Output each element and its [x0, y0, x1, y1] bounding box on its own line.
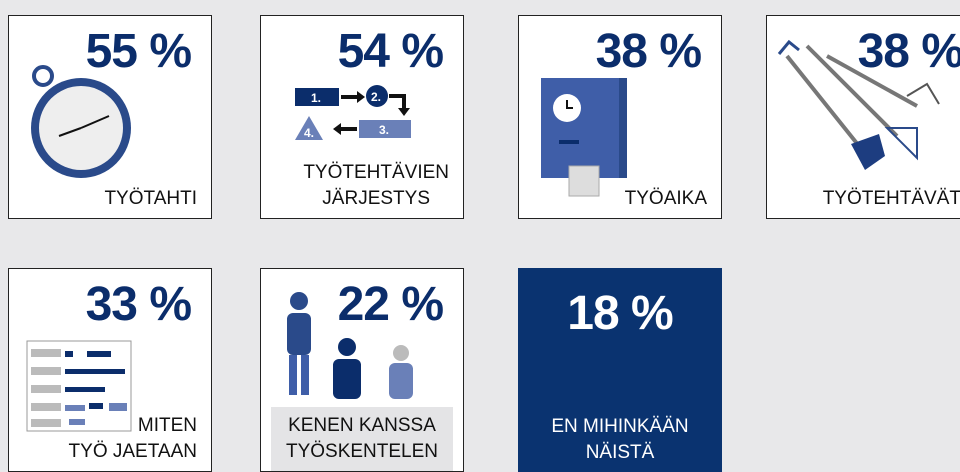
label-line: MITEN: [69, 413, 197, 439]
label-line: NÄISTÄ: [518, 440, 722, 466]
page: 55 % TYÖTAHTI 1. 2. 3. 4. 54 % TYÖTEHTÄV…: [0, 0, 960, 471]
label: TYÖTEHTÄVÄT: [823, 186, 960, 212]
tile: 38 % TYÖTEHTÄVÄT: [766, 15, 960, 219]
percent: 38 %: [858, 24, 960, 79]
percent: 33 %: [86, 277, 191, 332]
step-label: 2.: [371, 90, 381, 104]
label-line: TYÖTEHTÄVIEN: [303, 160, 449, 186]
label: TYÖTAHTI: [104, 186, 197, 212]
percent: 54 %: [338, 24, 443, 79]
label-line: TYÖSKENTELEN: [261, 439, 463, 465]
label-line: TYÖAIKA: [625, 186, 707, 212]
percent: 18 %: [518, 286, 722, 341]
label-line: TYÖ JAETAAN: [69, 439, 197, 465]
percent: 38 %: [596, 24, 701, 79]
step-label: 1.: [311, 91, 321, 105]
label-line: TYÖTEHTÄVÄT: [823, 186, 960, 212]
percent: 22 %: [338, 277, 443, 332]
step-label: 3.: [379, 123, 389, 137]
label-line: KENEN KANSSA: [261, 413, 463, 439]
percent: 55 %: [86, 24, 191, 79]
label: TYÖAIKA: [625, 186, 707, 212]
label-line: JÄRJESTYS: [303, 186, 449, 212]
step-label: 4.: [304, 126, 314, 140]
tile: 55 % TYÖTAHTI: [8, 15, 212, 219]
tile: 38 % TYÖAIKA: [518, 15, 722, 219]
label-line: TYÖTAHTI: [104, 186, 197, 212]
label-line: EN MIHINKÄÄN: [518, 414, 722, 440]
